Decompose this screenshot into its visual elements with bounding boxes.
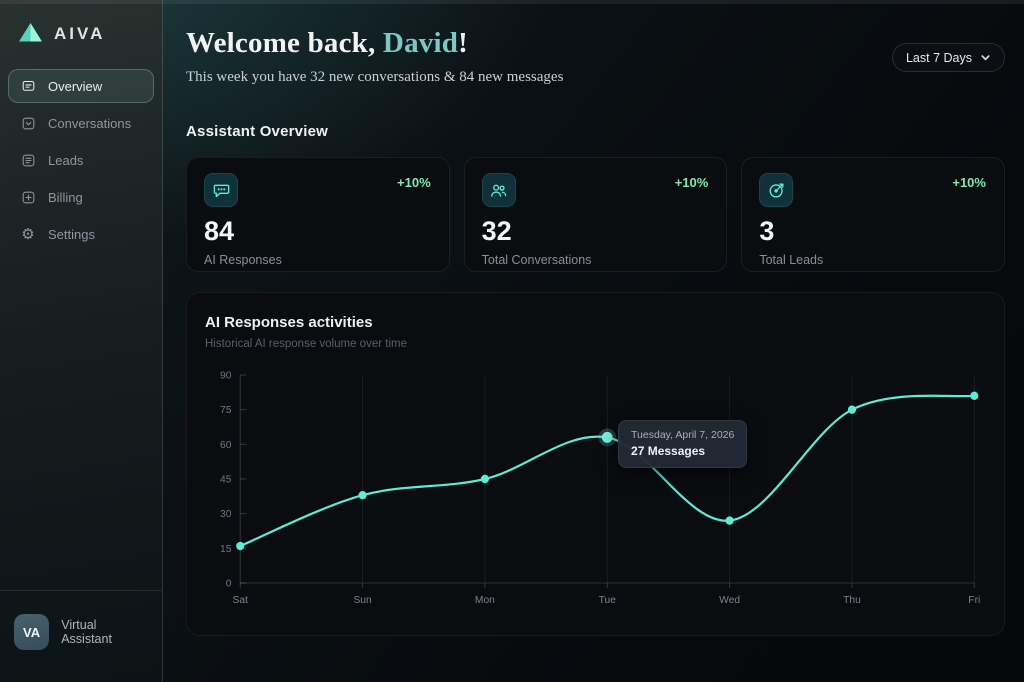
line-chart: 0 15 30 45 60 75 90 Sat Sun Mon Tue Wed Thu Fri — [220, 370, 980, 606]
gear-icon: ⚙ — [21, 225, 35, 243]
x-tick-label: Fri — [968, 595, 980, 606]
welcome-subtitle: This week you have 32 new conversations … — [186, 69, 564, 85]
sidebar-item-label: Conversations — [48, 115, 132, 131]
date-range-button[interactable]: Last 7 Days — [891, 43, 1005, 72]
logo-text: AIVA — [54, 23, 106, 43]
chart-title: AI Responses activities — [205, 314, 373, 331]
y-tick-label: 0 — [226, 578, 232, 589]
chart-canvas[interactable]: 0 15 30 45 60 75 90 Sat Sun Mon Tue Wed Thu Fri Tuesd… — [205, 363, 988, 611]
section-title: Assistant Overview — [186, 123, 328, 140]
avatar: VA — [14, 614, 50, 650]
data-point — [970, 391, 979, 400]
sidebar: AIVA Overview Conversations Leads — [0, 0, 163, 682]
stat-label: Total Leads — [759, 253, 824, 267]
stat-card-total-leads: +10% 3 Total Leads — [741, 157, 1005, 272]
sidebar-item-conversations[interactable]: Conversations — [8, 106, 154, 140]
sidebar-item-billing[interactable]: Billing — [8, 180, 154, 214]
sidebar-item-overview[interactable]: Overview — [8, 69, 154, 103]
stat-label: AI Responses — [204, 253, 282, 267]
y-tick-label: 90 — [220, 370, 232, 381]
stat-value: 32 — [481, 216, 512, 246]
y-tick-label: 75 — [220, 405, 232, 416]
y-tick-label: 45 — [220, 474, 232, 485]
delta-badge: +10% — [397, 175, 431, 190]
delta-badge: +10% — [674, 175, 709, 190]
sidebar-item-label: Overview — [48, 78, 103, 94]
stat-label: Total Conversations — [481, 253, 592, 267]
chat-bubble-icon — [204, 173, 238, 207]
chevron-down-icon — [981, 55, 990, 61]
x-tick-label: Mon — [475, 595, 495, 606]
target-icon — [759, 173, 794, 207]
stat-value: 3 — [759, 216, 775, 246]
sidebar-nav: Overview Conversations Leads Billing — [0, 69, 162, 251]
date-range-label: Last 7 Days — [905, 50, 972, 65]
stat-card-total-conversations: +10% 32 Total Conversations — [463, 157, 728, 272]
sidebar-item-label: Settings — [48, 226, 95, 242]
y-tick-label: 60 — [220, 440, 232, 451]
data-point — [236, 541, 245, 551]
sidebar-item-label: Leads — [48, 152, 84, 168]
users-icon — [481, 173, 516, 207]
logo-icon — [19, 23, 42, 42]
data-point — [480, 474, 490, 484]
delta-badge: +10% — [952, 175, 986, 190]
x-tick-label: Sat — [233, 595, 249, 606]
welcome-block: Welcome back, David! This week you have … — [186, 27, 563, 86]
billing-icon — [20, 189, 36, 205]
sidebar-footer: VA Virtual Assistant — [0, 590, 162, 682]
conversations-icon — [20, 115, 36, 131]
user-name: David — [382, 27, 459, 59]
x-tick-label: Tue — [599, 595, 617, 606]
x-tick-label: Thu — [843, 595, 861, 606]
x-tick-label: Wed — [719, 595, 740, 606]
stat-cards: +10% 84 AI Responses +10% 32 Total Conve… — [186, 157, 1005, 272]
data-point — [601, 431, 613, 443]
sidebar-item-label: Billing — [48, 189, 83, 205]
leads-icon — [20, 152, 36, 168]
logo: AIVA — [0, 0, 162, 69]
x-tick-label: Sun — [353, 595, 371, 606]
chart-card: AI Responses activities Historical AI re… — [186, 292, 1005, 636]
page-header: Welcome back, David! This week you have … — [186, 0, 1005, 86]
sidebar-spacer — [0, 251, 162, 582]
sidebar-item-settings[interactable]: ⚙ Settings — [8, 217, 154, 251]
assistant-name-label: Virtual Assistant — [61, 618, 112, 646]
y-tick-label: 15 — [220, 544, 232, 555]
y-tick-label: 30 — [220, 509, 232, 520]
overview-icon — [20, 78, 36, 94]
stat-value: 84 — [204, 216, 235, 246]
stat-card-ai-responses: +10% 84 AI Responses — [186, 157, 450, 272]
data-point — [725, 516, 734, 525]
page-title: Welcome back, David! — [186, 27, 468, 59]
data-point — [847, 405, 857, 414]
sidebar-item-leads[interactable]: Leads — [8, 143, 154, 177]
chart-subtitle: Historical AI response volume over time — [205, 338, 407, 350]
data-point — [358, 490, 367, 500]
main-content: Welcome back, David! This week you have … — [163, 0, 1024, 682]
